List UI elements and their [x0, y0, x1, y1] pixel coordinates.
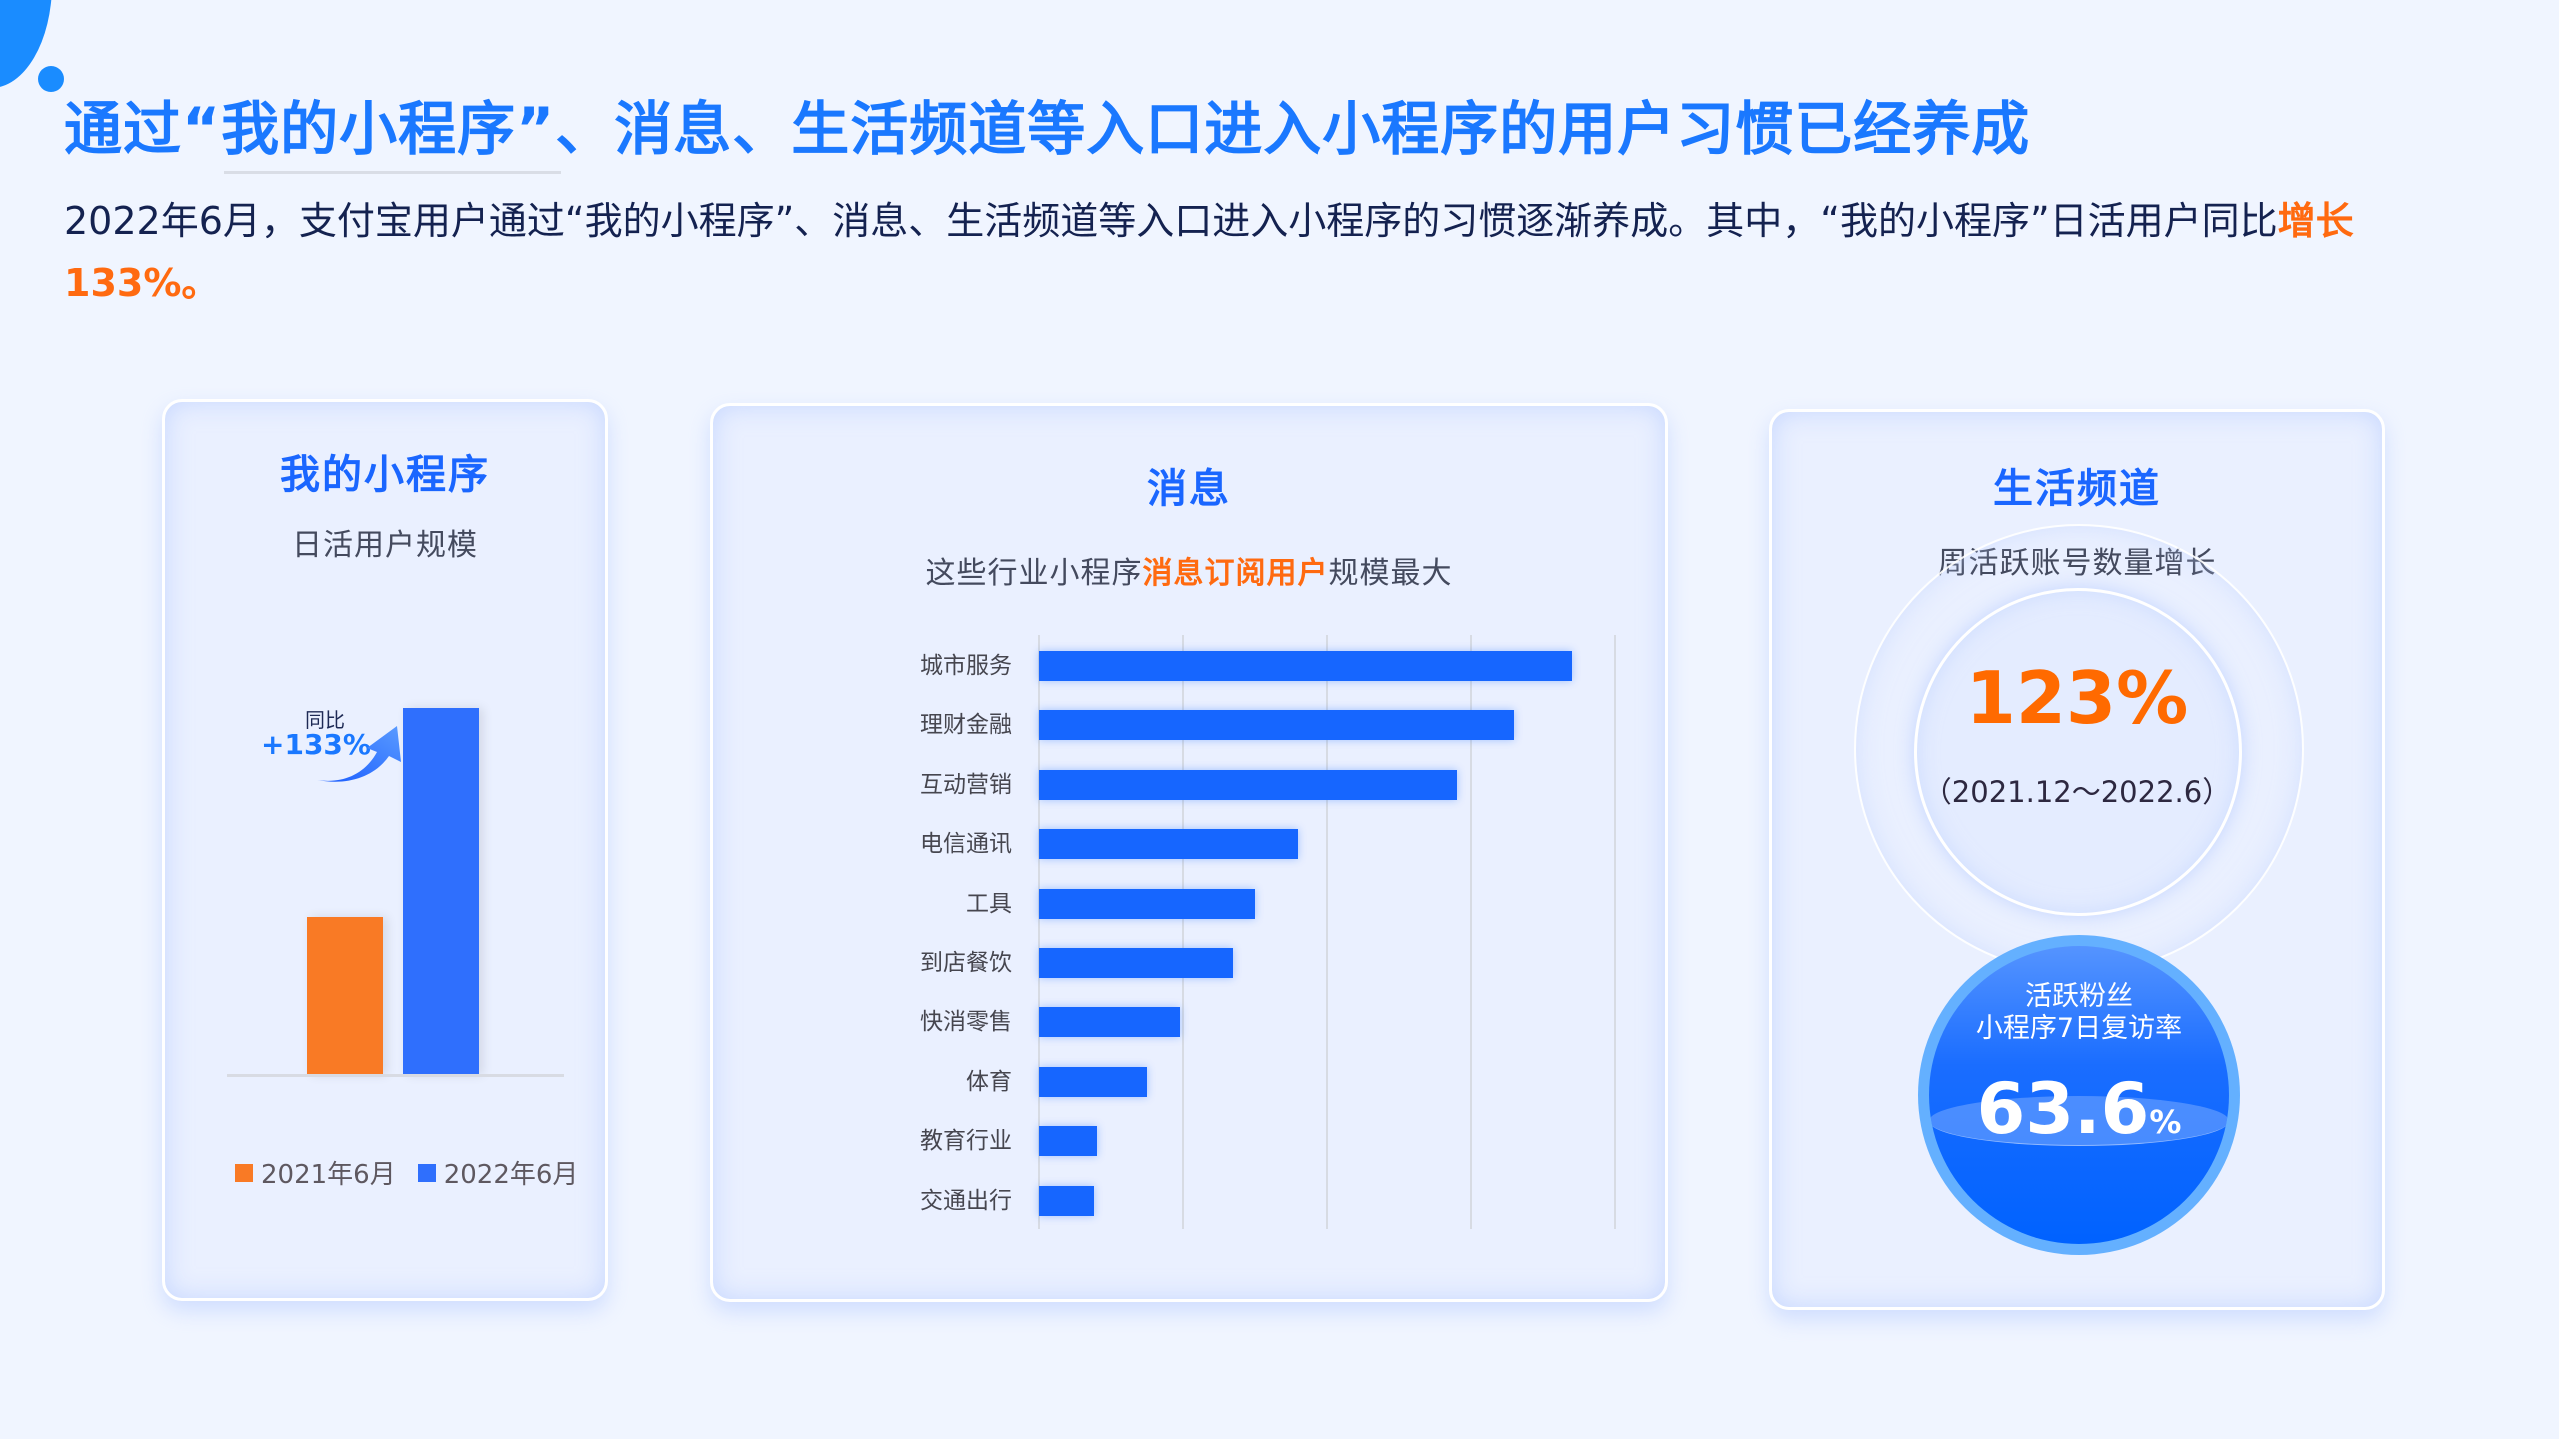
bar [1039, 710, 1515, 741]
bar-row: 交通出行 [713, 1185, 1671, 1216]
bar-label: 快消零售 [920, 1009, 1012, 1036]
growth-period: （2021.12～2022.6） [1922, 775, 2232, 809]
intro-paragraph: 2022年6月，支付宝用户通过“我的小程序”、消息、生活频道等入口进入小程序的习… [64, 190, 2494, 314]
bar-2021 [307, 917, 383, 1075]
bar-row: 互动营销 [713, 769, 1671, 800]
card-title: 我的小程序 [280, 452, 490, 498]
growth-arrow-icon [317, 726, 401, 782]
bar [1039, 651, 1572, 681]
bar [1039, 948, 1234, 978]
bar-label: 互动营销 [920, 771, 1012, 798]
bar-2022 [403, 708, 479, 1075]
bar-row: 快消零售 [713, 1007, 1671, 1038]
gridline [1470, 635, 1472, 1229]
intro-highlight: 增长133%。 [64, 199, 2354, 305]
subtitle-prefix: 这些行业小程序 [925, 556, 1143, 591]
revisit-unit: % [2149, 1103, 2182, 1141]
bar-label: 理财金融 [920, 712, 1012, 739]
bar-label: 城市服务 [920, 653, 1012, 679]
gridline [1182, 635, 1184, 1229]
bar-row: 到店餐饮 [713, 948, 1671, 978]
subtitle-suffix: 规模最大 [1328, 556, 1453, 591]
card-life-channel: 生活频道 周活跃账号数量增长 123% （2021.12～2022.6） 活跃粉… [1769, 409, 2385, 1310]
bar [1039, 1007, 1181, 1038]
card-messages: 消息 这些行业小程序消息订阅用户规模最大 城市服务理财金融互动营销电信通讯工具到… [710, 403, 1668, 1302]
card-subtitle: 日活用户规模 [292, 528, 478, 563]
x-axis-line [227, 1074, 564, 1077]
bar [1039, 1185, 1094, 1216]
bar [1039, 769, 1457, 800]
bar [1039, 1066, 1147, 1097]
highlight-band [1929, 1096, 2229, 1146]
revisit-value: 63.6% [1929, 1068, 2229, 1150]
card-my-miniprogram: 我的小程序 日活用户规模 同比 +133% 2021年6月 2022年6月 [162, 399, 608, 1301]
legend-label: 2021年6月 [261, 1160, 396, 1190]
bar-label: 体育 [966, 1068, 1012, 1095]
bar-row: 教育行业 [713, 1126, 1671, 1157]
bar-label: 教育行业 [920, 1128, 1012, 1155]
card-subtitle: 这些行业小程序消息订阅用户规模最大 [713, 548, 1665, 592]
bar-label: 交通出行 [920, 1187, 1012, 1214]
legend-swatch-blue [417, 1163, 436, 1182]
legend-swatch-orange [235, 1163, 253, 1182]
legend-label: 2022年6月 [443, 1160, 579, 1190]
legend-item-2022: 2022年6月 [417, 1154, 579, 1191]
bar-row: 理财金融 [713, 710, 1671, 741]
revisit-rate-inner: 活跃粉丝 小程序7日复访率 63.6% [1929, 946, 2229, 1244]
gridline [1614, 635, 1616, 1229]
y-axis-line [1038, 635, 1040, 1229]
yoy-value: +133% [261, 728, 371, 761]
card-title: 生活频道 [1993, 466, 2161, 512]
card-title: 消息 [1147, 466, 1231, 512]
legend-item-2021: 2021年6月 [235, 1154, 396, 1191]
intro-text: 2022年6月，支付宝用户通过“我的小程序”、消息、生活频道等入口进入小程序的习… [64, 199, 2278, 243]
gridline [1326, 635, 1328, 1229]
bar-label: 电信通讯 [920, 831, 1012, 858]
bar [1039, 1126, 1097, 1157]
decorative-dot [38, 66, 64, 92]
bar-row: 电信通讯 [713, 829, 1671, 860]
title-underline [224, 171, 561, 174]
bar-row: 体育 [713, 1066, 1671, 1097]
revisit-label-line1: 活跃粉丝 [2025, 981, 2133, 1012]
bar [1039, 829, 1299, 860]
bar-row: 工具 [713, 888, 1671, 919]
bar-label: 到店餐饮 [920, 950, 1012, 976]
bar-label: 工具 [966, 890, 1012, 917]
chart-legend: 2021年6月 2022年6月 [235, 1154, 590, 1191]
revisit-label-line2: 小程序7日复访率 [1975, 1013, 2183, 1044]
revisit-number: 63.6 [1976, 1068, 2150, 1150]
subtitle-highlight: 消息订阅用户 [1142, 556, 1329, 591]
page-title: 通过“我的小程序”、消息、生活频道等入口进入小程序的用户习惯已经养成 [64, 95, 2031, 163]
bar [1039, 888, 1255, 919]
growth-value: 123% [1965, 656, 2189, 740]
growth-circle [1914, 588, 2242, 916]
yoy-label: 同比 [305, 708, 345, 732]
revisit-rate-circle: 活跃粉丝 小程序7日复访率 63.6% [1918, 935, 2240, 1255]
bar-row: 城市服务 [713, 651, 1671, 681]
